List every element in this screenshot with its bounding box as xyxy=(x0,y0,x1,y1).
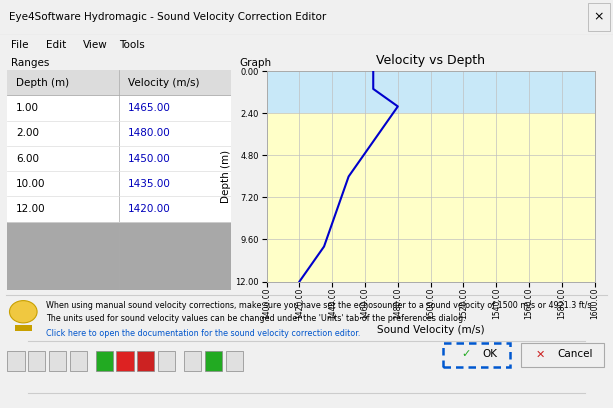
Bar xyxy=(49,351,66,371)
Bar xyxy=(520,343,604,367)
Text: Tools: Tools xyxy=(120,40,145,50)
Text: 1.00: 1.00 xyxy=(17,103,39,113)
Text: When using manual sound velocity corrections, make sure you have set the echosou: When using manual sound velocity correct… xyxy=(46,301,594,310)
Text: Cancel: Cancel xyxy=(557,349,593,359)
Bar xyxy=(267,113,595,282)
Bar xyxy=(7,196,231,222)
Bar xyxy=(70,351,87,371)
Bar xyxy=(443,343,510,367)
Text: 1450.00: 1450.00 xyxy=(128,153,171,164)
Bar xyxy=(7,171,231,196)
Bar xyxy=(7,222,231,290)
Title: Velocity vs Depth: Velocity vs Depth xyxy=(376,54,485,67)
Bar xyxy=(7,121,231,146)
Bar xyxy=(96,351,113,371)
Bar xyxy=(7,351,25,371)
Bar xyxy=(7,95,231,121)
Bar xyxy=(226,351,243,371)
Bar xyxy=(116,351,134,371)
Text: 1420.00: 1420.00 xyxy=(128,204,171,214)
Text: Depth (m): Depth (m) xyxy=(17,78,69,88)
Text: 10.00: 10.00 xyxy=(17,179,46,189)
Text: ×: × xyxy=(593,10,604,23)
Bar xyxy=(28,351,45,371)
Text: ✕: ✕ xyxy=(536,349,545,359)
Bar xyxy=(158,351,175,371)
Text: ✓: ✓ xyxy=(461,349,470,359)
Text: 12.00: 12.00 xyxy=(17,204,46,214)
Text: OK: OK xyxy=(482,349,497,359)
Bar xyxy=(137,351,154,371)
Text: The units used for sound velocity values can be changed under the 'Units' tab of: The units used for sound velocity values… xyxy=(46,314,466,323)
Bar xyxy=(7,146,231,171)
Bar xyxy=(184,351,201,371)
X-axis label: Sound Velocity (m/s): Sound Velocity (m/s) xyxy=(377,325,484,335)
Bar xyxy=(588,3,610,31)
Text: 6.00: 6.00 xyxy=(17,153,39,164)
Text: Velocity (m/s): Velocity (m/s) xyxy=(128,78,200,88)
Text: Ranges: Ranges xyxy=(11,58,50,68)
Bar xyxy=(15,325,32,331)
Text: 1465.00: 1465.00 xyxy=(128,103,171,113)
Ellipse shape xyxy=(10,301,37,323)
Text: Click here to open the documentation for the sound velocity correction editor.: Click here to open the documentation for… xyxy=(46,329,360,338)
Text: Edit: Edit xyxy=(46,40,66,50)
Text: View: View xyxy=(83,40,107,50)
Text: 1480.00: 1480.00 xyxy=(128,128,171,138)
Text: 2.00: 2.00 xyxy=(17,128,39,138)
Bar xyxy=(7,70,231,95)
Bar xyxy=(205,351,222,371)
Text: Graph: Graph xyxy=(239,58,271,68)
Y-axis label: Depth (m): Depth (m) xyxy=(221,150,231,203)
Text: Eye4Software Hydromagic - Sound Velocity Correction Editor: Eye4Software Hydromagic - Sound Velocity… xyxy=(9,12,327,22)
Text: File: File xyxy=(11,40,29,50)
Text: 1435.00: 1435.00 xyxy=(128,179,171,189)
